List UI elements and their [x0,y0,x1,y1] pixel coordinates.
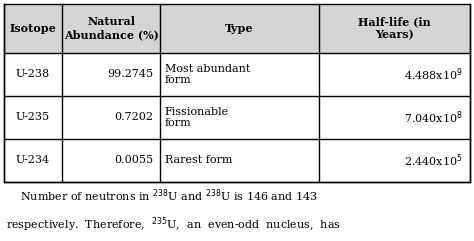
Text: 7.040x10$^{8}$: 7.040x10$^{8}$ [404,109,463,126]
Text: 4.488x10$^{9}$: 4.488x10$^{9}$ [404,66,463,83]
Text: Type: Type [225,23,254,34]
Text: 0.0055: 0.0055 [114,155,153,165]
Text: U-235: U-235 [16,112,50,122]
Text: Fissionable
form: Fissionable form [165,107,229,128]
Text: respectively.  Therefore,  $^{235}$U,  an  even-odd  nucleus,  has: respectively. Therefore, $^{235}$U, an e… [6,215,341,234]
Text: Number of neutrons in $^{238}$U and $^{238}$U is 146 and 143: Number of neutrons in $^{238}$U and $^{2… [6,188,318,204]
Text: Most abundant
form: Most abundant form [165,64,250,85]
Bar [4,4,470,53]
Text: U-238: U-238 [16,69,50,80]
Text: Half-life (in
Years): Half-life (in Years) [358,16,431,40]
Text: Isotope: Isotope [9,23,56,34]
Text: Natural
Abundance (%): Natural Abundance (%) [64,16,158,40]
Text: 2.440x10$^{5}$: 2.440x10$^{5}$ [404,152,463,168]
Text: U-234: U-234 [16,155,50,165]
Text: 99.2745: 99.2745 [107,69,153,80]
Text: 0.7202: 0.7202 [114,112,153,122]
Text: Rarest form: Rarest form [165,155,232,165]
